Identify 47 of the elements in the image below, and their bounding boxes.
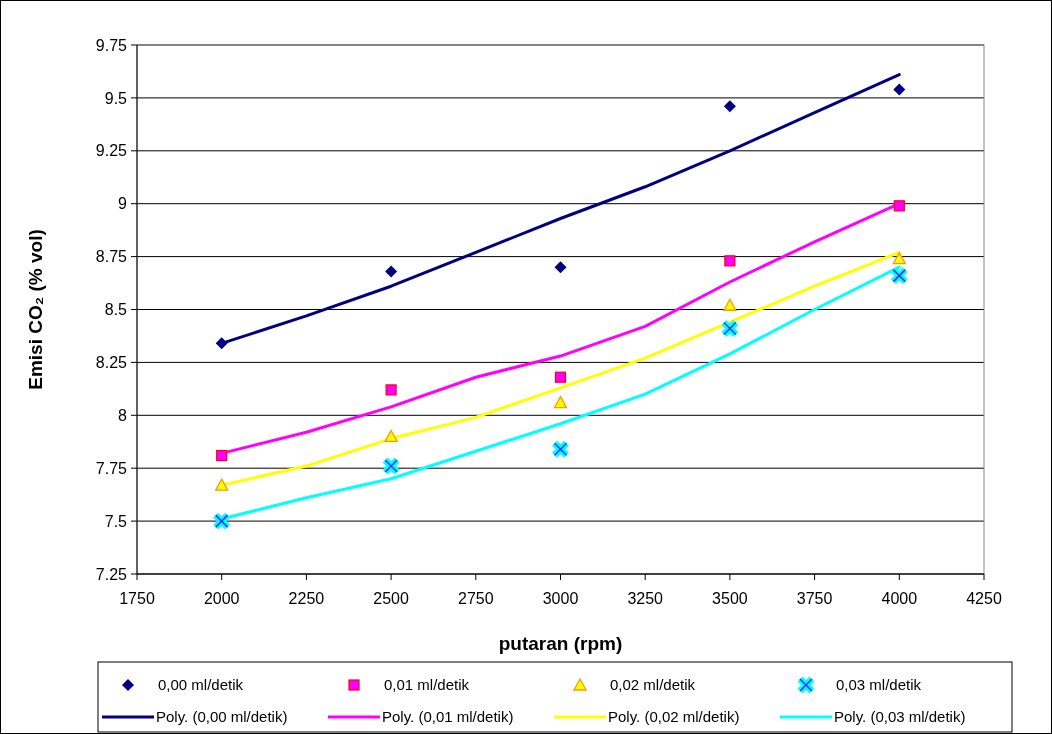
point [385, 265, 398, 278]
legend-label: 0,03 ml/detik [836, 676, 922, 694]
y-tick-label: 9.75 [95, 36, 128, 54]
point [723, 100, 736, 113]
point [893, 83, 906, 96]
y-tick-label: 9 [118, 195, 128, 213]
legend-label: Poly. (0,01 ml/detik) [382, 708, 514, 726]
point [893, 200, 905, 212]
point [724, 255, 736, 267]
y-tick-label: 9.5 [104, 89, 128, 107]
legend-label: 0,00 ml/detik [158, 676, 244, 694]
point [892, 252, 906, 265]
legend-label: Poly. (0,00 ml/detik) [156, 708, 288, 726]
x-tick-label: 4250 [966, 590, 1002, 607]
point [385, 384, 397, 396]
y-axis-title: Emisi CO₂ (% vol) [25, 229, 46, 390]
point [554, 261, 567, 274]
x-tick-label: 3250 [627, 590, 664, 607]
point [723, 298, 737, 311]
point [554, 371, 567, 383]
x-tick-label: 4000 [881, 590, 918, 607]
point [553, 395, 568, 409]
legend-label: Poly. (0,02 ml/detik) [608, 708, 740, 726]
x-tick-label: 2750 [458, 590, 494, 607]
y-tick-label: 7.75 [95, 459, 128, 477]
y-tick-label: 7.5 [104, 512, 128, 530]
legend-label: Poly. (0,03 ml/detik) [834, 708, 966, 726]
point [215, 478, 229, 491]
point [384, 429, 398, 443]
x-axis-title: putaran (rpm) [498, 633, 623, 654]
x-tick-label: 2500 [373, 590, 409, 607]
x-tick-label: 3500 [712, 590, 748, 607]
x-tick-label: 3000 [542, 590, 579, 607]
y-tick-label: 8.75 [95, 248, 128, 266]
y-tick-label: 8 [118, 406, 128, 424]
legend-label: 0,02 ml/detik [610, 676, 696, 694]
y-tick-label: 9.25 [95, 142, 128, 160]
x-tick-label: 2000 [203, 590, 240, 607]
legend-label: 0,01 ml/detik [384, 676, 470, 694]
y-tick-label: 7.25 [95, 565, 128, 583]
x-tick-label: 1750 [119, 590, 155, 607]
point [216, 449, 228, 462]
point [215, 337, 228, 350]
x-tick-label: 3750 [796, 590, 833, 607]
x-tick-label: 2250 [288, 590, 325, 607]
y-tick-label: 8.5 [104, 301, 128, 319]
y-tick-label: 8.25 [95, 354, 128, 371]
